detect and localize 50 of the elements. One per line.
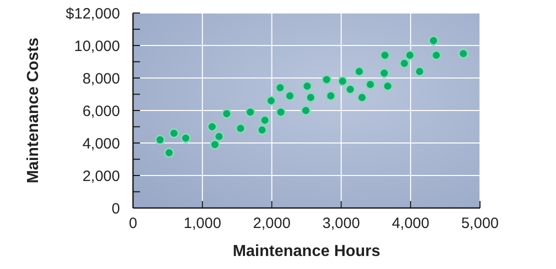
point: [245, 107, 256, 118]
point: [337, 76, 348, 86]
y-tick-label: 4,000: [82, 135, 120, 152]
point: [354, 66, 364, 77]
y-tick-label: $12,000: [66, 5, 120, 22]
x-tick-label: 2,000: [253, 215, 291, 232]
point: [322, 74, 332, 85]
point: [210, 140, 220, 150]
point: [275, 82, 286, 93]
point: [154, 134, 166, 145]
x-tick-label: 4,000: [392, 215, 430, 232]
y-axis-title: Maintenance Costs: [25, 37, 42, 184]
point: [428, 36, 439, 46]
y-tick-label: 0: [112, 200, 120, 218]
point: [431, 50, 442, 60]
point: [256, 124, 268, 136]
point: [180, 133, 191, 144]
point: [399, 58, 410, 68]
point: [458, 48, 468, 59]
point: [260, 115, 270, 126]
y-tick-label: 6,000: [82, 102, 120, 120]
point: [365, 79, 376, 90]
point: [266, 96, 276, 106]
point: [302, 81, 312, 92]
point: [214, 131, 224, 142]
point: [206, 122, 218, 132]
point: [414, 66, 425, 77]
y-tick-label: 2,000: [82, 168, 120, 185]
point: [164, 148, 174, 158]
point: [380, 50, 390, 60]
point: [382, 81, 393, 92]
point: [168, 128, 180, 138]
point: [345, 84, 356, 94]
x-axis-title: Maintenance Hours: [232, 243, 380, 260]
point: [235, 123, 246, 134]
x-tick-label: 3,000: [322, 215, 360, 232]
point: [326, 90, 336, 101]
point: [300, 105, 311, 116]
point: [356, 92, 368, 103]
point: [404, 50, 416, 60]
point: [222, 108, 232, 119]
point: [306, 92, 316, 103]
y-tick-label: 10,000: [74, 38, 120, 55]
x-tick-label: 0: [128, 215, 138, 232]
point: [379, 68, 390, 78]
x-tick-label: 1,000: [184, 215, 222, 232]
point: [276, 107, 286, 118]
point: [284, 90, 295, 101]
y-tick-label: 8,000: [82, 70, 120, 88]
x-tick-label: 5,000: [461, 215, 499, 232]
